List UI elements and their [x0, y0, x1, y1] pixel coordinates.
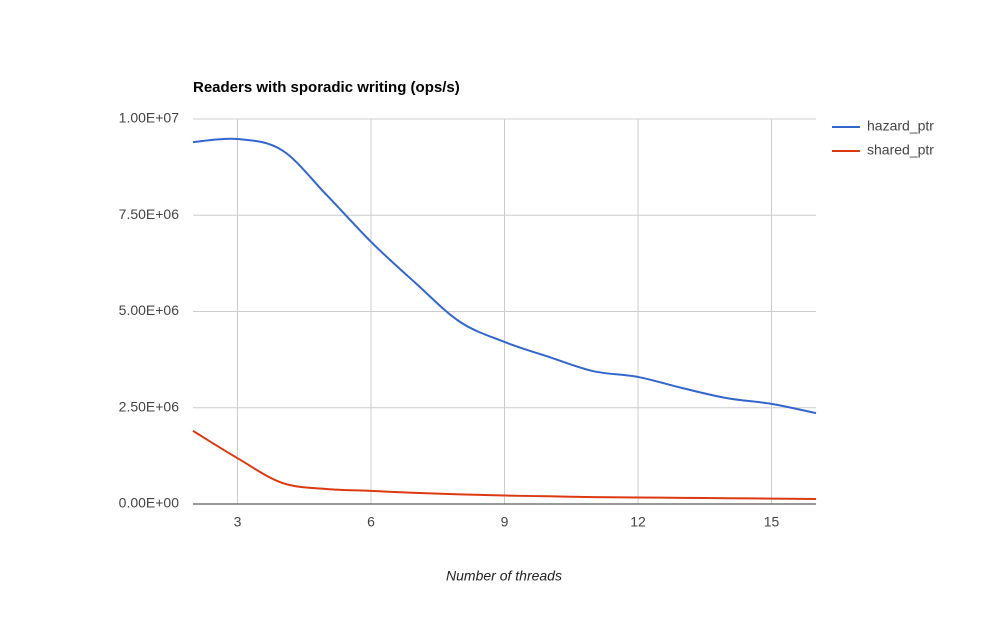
x-tick-label: 6 — [367, 514, 375, 530]
y-tick-label: 5.00E+06 — [119, 302, 180, 318]
legend-label: shared_ptr — [867, 142, 934, 158]
y-tick-label: 0.00E+00 — [119, 495, 180, 511]
x-tick-label: 3 — [234, 514, 242, 530]
chart-title: Readers with sporadic writing (ops/s) — [193, 79, 460, 96]
x-tick-label: 9 — [501, 514, 509, 530]
x-axis-label: Number of threads — [446, 568, 562, 584]
y-tick-label: 7.50E+06 — [119, 206, 180, 222]
x-tick-label: 12 — [630, 514, 646, 530]
series-line — [192, 137, 817, 415]
x-tick-label: 15 — [764, 514, 780, 530]
series-line — [192, 429, 817, 500]
y-tick-label: 1.00E+07 — [119, 110, 180, 126]
y-tick-label: 2.50E+06 — [119, 398, 180, 414]
legend-label: hazard_ptr — [867, 118, 934, 134]
